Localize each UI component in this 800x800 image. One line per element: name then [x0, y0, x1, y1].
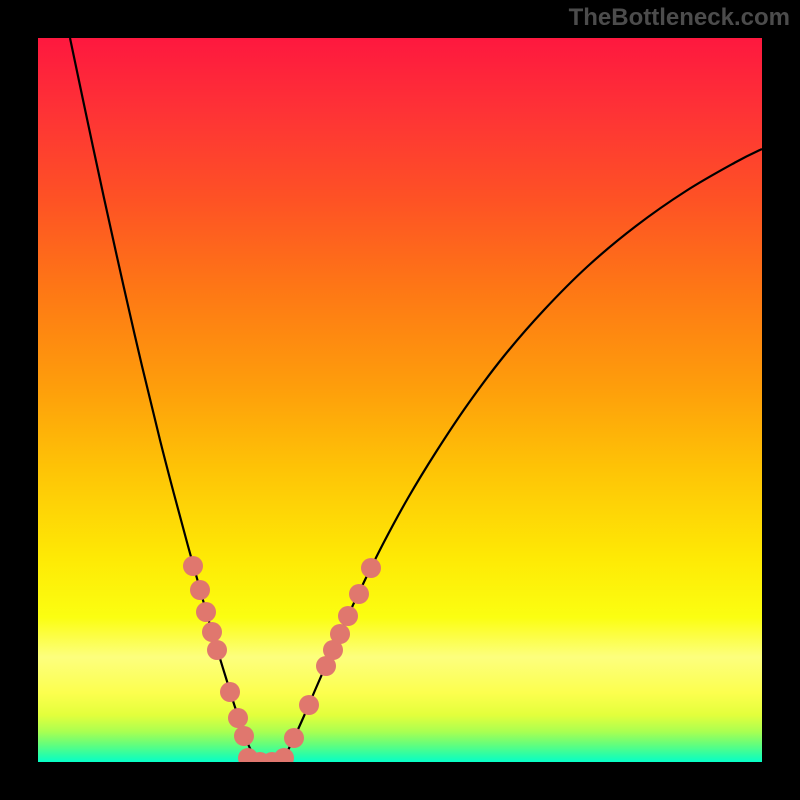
chart-svg: [38, 38, 762, 762]
marker-dot: [234, 726, 254, 746]
marker-dot: [190, 580, 210, 600]
marker-dot: [299, 695, 319, 715]
marker-dot: [349, 584, 369, 604]
marker-dot: [338, 606, 358, 626]
marker-dot: [284, 728, 304, 748]
gradient-background: [38, 38, 762, 762]
marker-dot: [196, 602, 216, 622]
plot-area: [38, 38, 762, 762]
marker-dot: [183, 556, 203, 576]
marker-dot: [220, 682, 240, 702]
marker-dot: [228, 708, 248, 728]
watermark-text: TheBottleneck.com: [569, 4, 790, 32]
marker-dot: [202, 622, 222, 642]
marker-dot: [361, 558, 381, 578]
marker-dot: [330, 624, 350, 644]
marker-dot: [207, 640, 227, 660]
